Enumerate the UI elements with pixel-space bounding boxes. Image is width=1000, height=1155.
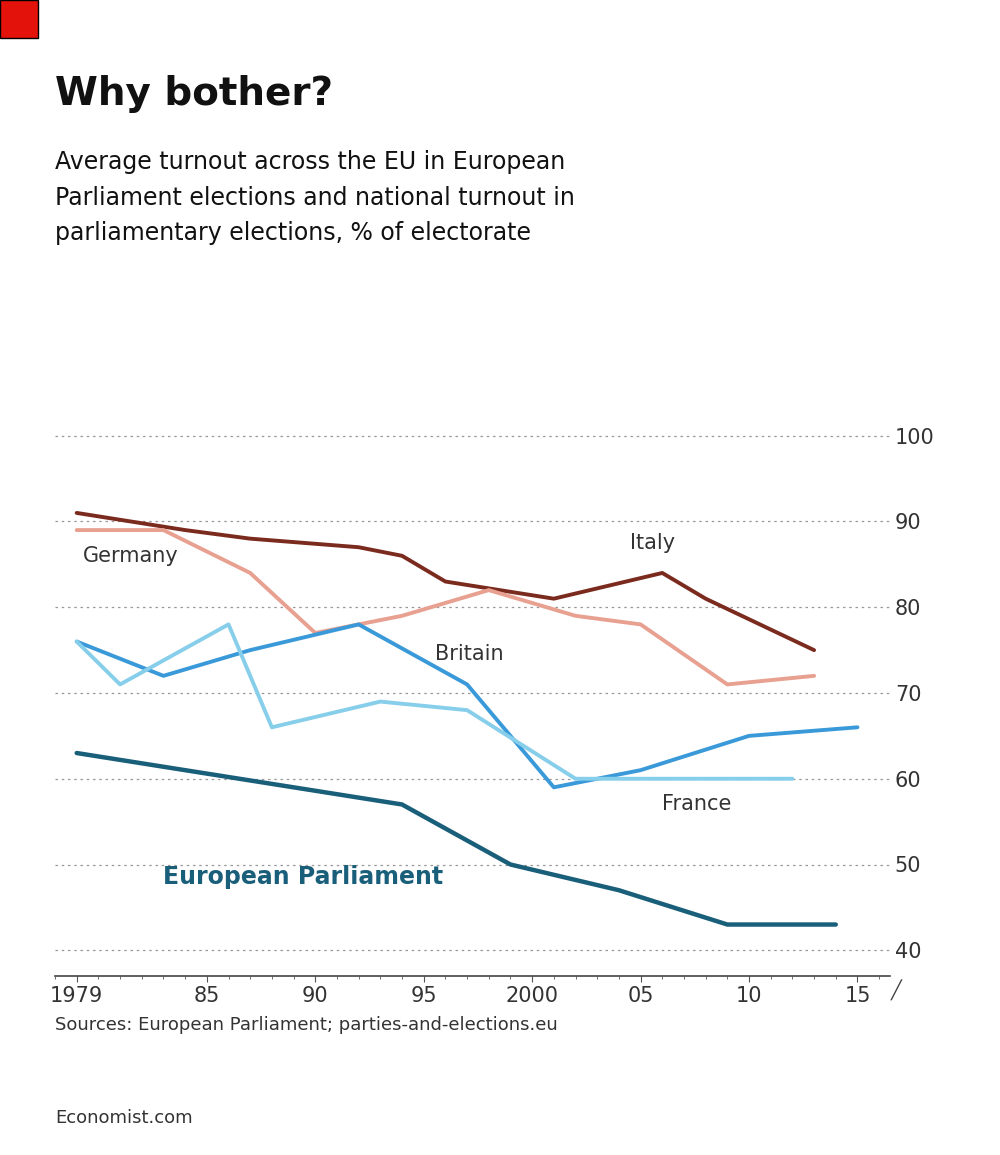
Text: Economist.com: Economist.com — [55, 1109, 193, 1127]
Text: Britain: Britain — [435, 644, 503, 664]
Text: Why bother?: Why bother? — [55, 75, 333, 113]
Text: ╱: ╱ — [891, 981, 902, 1001]
Text: France: France — [662, 795, 732, 814]
Text: European Parliament: European Parliament — [163, 865, 444, 889]
Text: Sources: European Parliament; parties-and-elections.eu: Sources: European Parliament; parties-an… — [55, 1016, 558, 1035]
Text: Germany: Germany — [83, 546, 179, 566]
Text: Average turnout across the EU in European
Parliament elections and national turn: Average turnout across the EU in Europea… — [55, 150, 575, 245]
Text: Italy: Italy — [630, 532, 675, 553]
